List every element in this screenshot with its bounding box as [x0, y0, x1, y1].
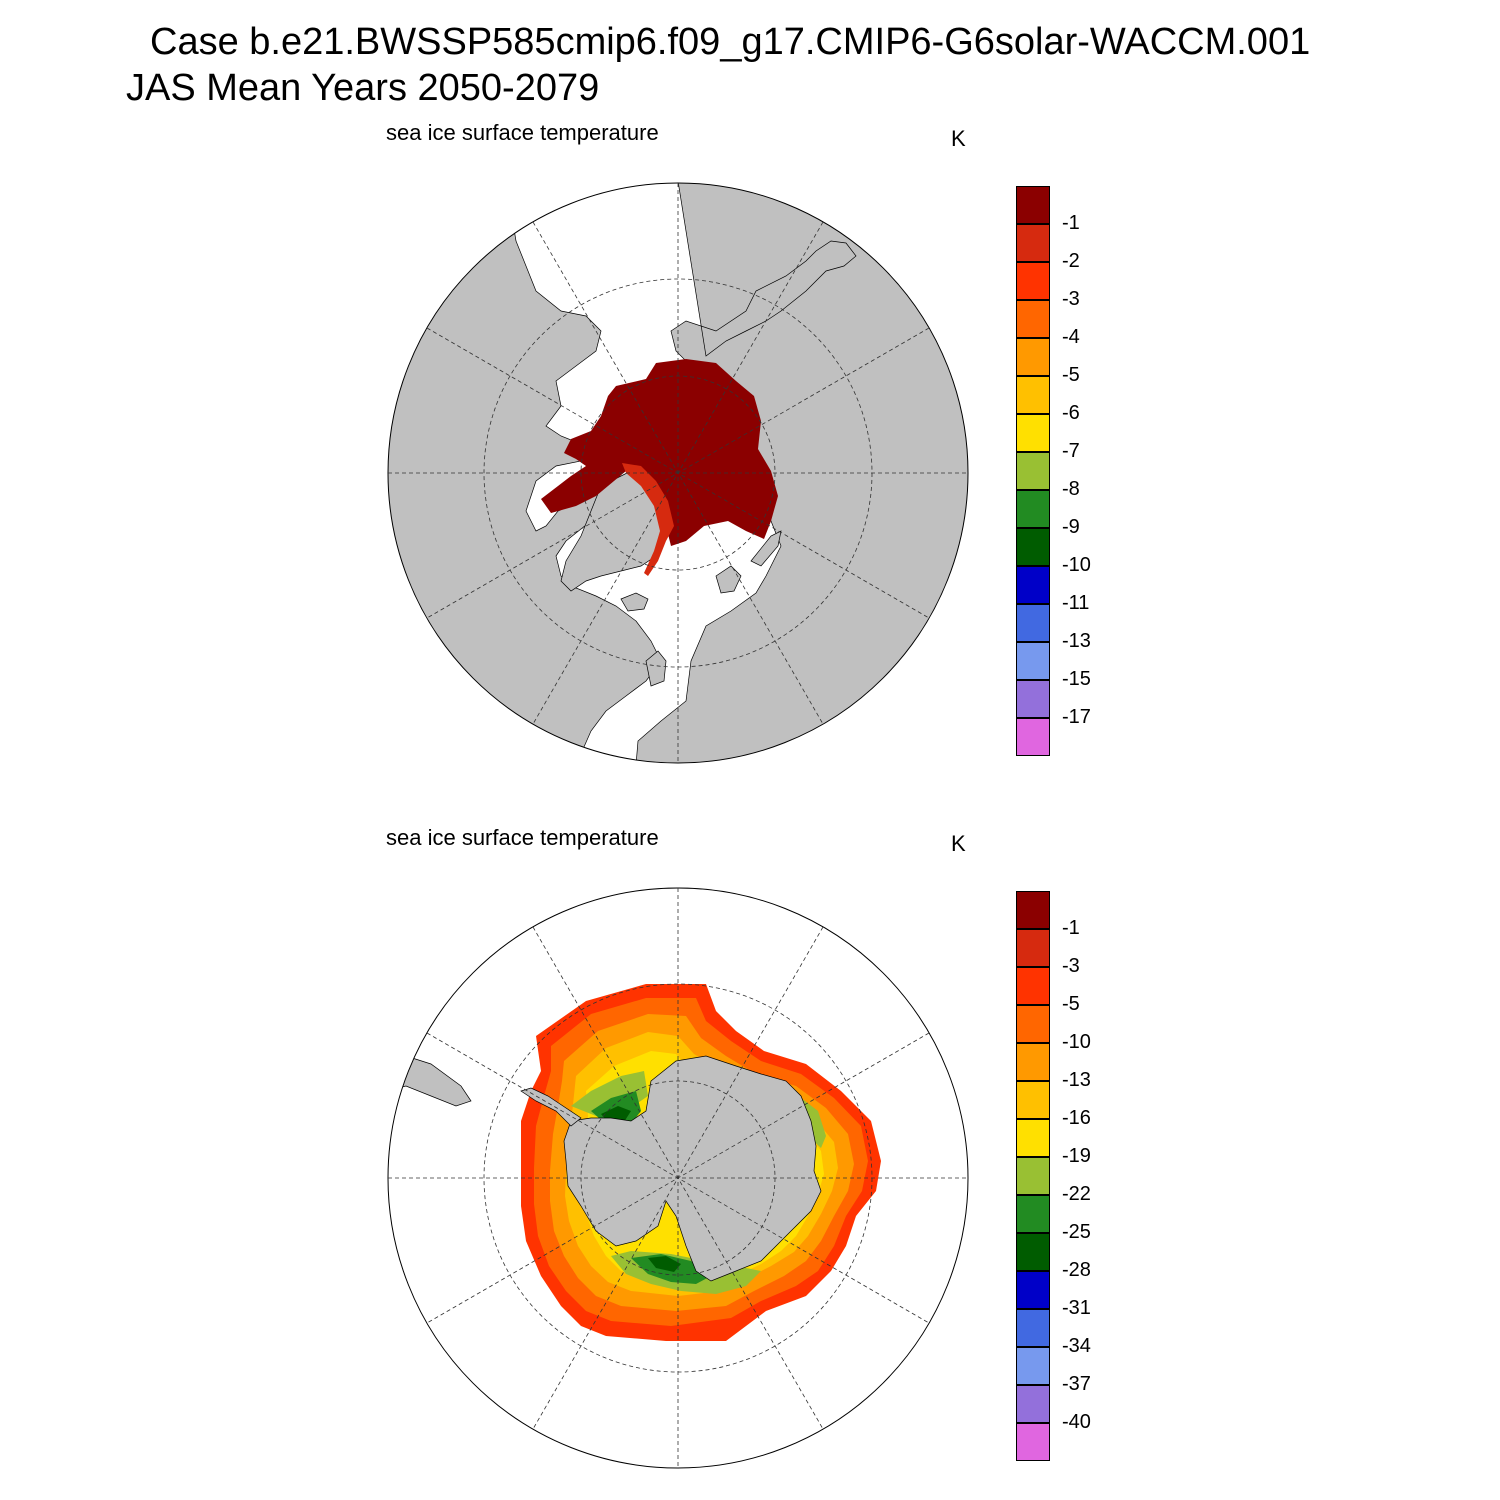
south-colorbar-swatch: [1016, 1423, 1050, 1461]
south-colorbar-tick-label: -28: [1062, 1259, 1091, 1281]
south-colorbar-swatch: [1016, 1157, 1050, 1195]
south-land-antarctica: [563, 1055, 822, 1282]
south-colorbar-swatch: [1016, 1385, 1050, 1423]
north-colorbar-swatch: [1016, 680, 1050, 718]
south-colorbar-tick-label: -31: [1062, 1297, 1091, 1319]
south-units-label: K: [951, 831, 966, 856]
south-colorbar-tick-label: -5: [1062, 993, 1080, 1015]
north-colorbar-tick-label: -7: [1062, 440, 1080, 462]
south-colorbar-swatch: [1016, 1309, 1050, 1347]
north-colorbar-swatch: [1016, 604, 1050, 642]
north-colorbar-swatch: [1016, 224, 1050, 262]
north-colorbar-tick-label: -6: [1062, 402, 1080, 424]
north-colorbar-tick-label: -9: [1062, 516, 1080, 538]
north-sea-ice-main: [541, 359, 778, 546]
north-land-novaya-zemlya: [750, 530, 782, 567]
north-colorbar-swatch: [1016, 528, 1050, 566]
north-colorbar-tick-label: -15: [1062, 668, 1091, 690]
north-colorbar-swatch: [1016, 300, 1050, 338]
south-colorbar-tick-label: -22: [1062, 1183, 1091, 1205]
south-colorbar-swatch: [1016, 1347, 1050, 1385]
north-colorbar-swatch: [1016, 414, 1050, 452]
south-colorbar-tick-label: -40: [1062, 1411, 1091, 1433]
north-colorbar-swatch: [1016, 718, 1050, 756]
south-colorbar-swatch: [1016, 1043, 1050, 1081]
south-colorbar-swatch: [1016, 1005, 1050, 1043]
north-colorbar-swatch: [1016, 490, 1050, 528]
north-colorbar-tick-label: -8: [1062, 478, 1080, 500]
south-colorbar-swatch: [1016, 1119, 1050, 1157]
north-colorbar-tick-label: -4: [1062, 326, 1080, 348]
south-colorbar-swatch: [1016, 1233, 1050, 1271]
south-polar-map: [387, 887, 969, 1469]
south-colorbar-tick-label: -3: [1062, 955, 1080, 977]
north-colorbar-tick-label: -10: [1062, 554, 1091, 576]
south-land-antarctic-peninsula: [520, 1087, 582, 1127]
figure-title-line2: JAS Mean Years 2050-2079: [126, 67, 600, 109]
south-colorbar-tick-label: -10: [1062, 1031, 1091, 1053]
south-colorbar-tick-label: -37: [1062, 1373, 1091, 1395]
north-colorbar-swatch: [1016, 566, 1050, 604]
south-colorbar-tick-label: -1: [1062, 917, 1080, 939]
figure-title-line1: Case b.e21.BWSSP585cmip6.f09_g17.CMIP6-G…: [150, 21, 1311, 63]
north-colorbar-swatch: [1016, 186, 1050, 224]
south-panel-title: sea ice surface temperature: [386, 825, 659, 850]
north-sea-ice-marginal: [622, 463, 674, 576]
north-colorbar-tick-label: -1: [1062, 212, 1080, 234]
south-graticule: [387, 887, 969, 1469]
north-colorbar-swatch: [1016, 376, 1050, 414]
south-colorbar-swatch: [1016, 1195, 1050, 1233]
north-panel-title: sea ice surface temperature: [386, 120, 659, 145]
south-sea-ice-darkgreen-ross: [648, 1256, 681, 1272]
north-colorbar-tick-label: -3: [1062, 288, 1080, 310]
south-colorbar-tick-label: -13: [1062, 1069, 1091, 1091]
south-colorbar-swatch: [1016, 1271, 1050, 1309]
north-land-svalbard: [715, 565, 742, 594]
north-units-label: K: [951, 126, 966, 151]
north-colorbar-tick-label: -13: [1062, 630, 1091, 652]
north-land-british-isles: [645, 650, 667, 687]
south-colorbar-swatch: [1016, 967, 1050, 1005]
north-polar-map: [387, 182, 969, 764]
north-colorbar-tick-label: -11: [1062, 592, 1090, 614]
north-colorbar-tick-label: -5: [1062, 364, 1080, 386]
north-colorbar-tick-label: -2: [1062, 250, 1080, 272]
north-graticule: [387, 182, 969, 764]
north-colorbar-tick-label: -17: [1062, 706, 1091, 728]
south-colorbar-swatch: [1016, 1081, 1050, 1119]
south-colorbar-tick-label: -34: [1062, 1335, 1091, 1357]
south-colorbar-swatch: [1016, 891, 1050, 929]
north-colorbar-swatch: [1016, 338, 1050, 376]
north-colorbar-swatch: [1016, 262, 1050, 300]
south-colorbar-tick-label: -16: [1062, 1107, 1091, 1129]
north-colorbar-swatch: [1016, 642, 1050, 680]
north-land-iceland: [620, 592, 649, 612]
south-colorbar-tick-label: -25: [1062, 1221, 1091, 1243]
south-colorbar-swatch: [1016, 929, 1050, 967]
south-colorbar-tick-label: -19: [1062, 1145, 1091, 1167]
north-colorbar-swatch: [1016, 452, 1050, 490]
